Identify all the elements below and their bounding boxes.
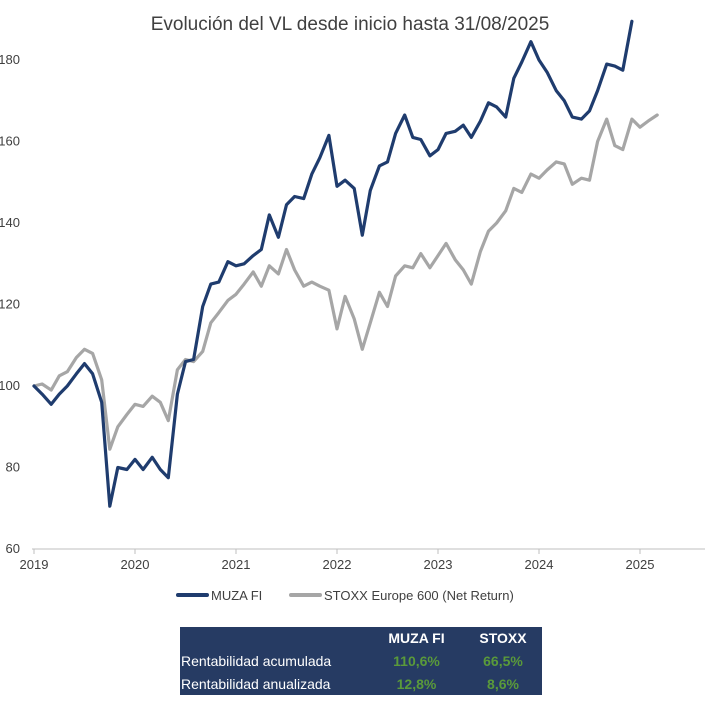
y-tick-label: 100 [0,378,20,393]
y-axis: 60 80 100 120 140 160 180 [0,52,20,556]
table-row: Rentabilidad acumulada 110,6% 66,5% [180,650,542,673]
series-line-stoxx [32,113,659,451]
x-tick-label: 2025 [626,557,655,572]
table-header-muza: MUZA FI [388,630,445,647]
y-tick-label: 140 [0,215,20,230]
y-tick-label: 180 [0,52,20,67]
row-label: Rentabilidad acumulada [181,652,332,669]
chart-title: Evolución del VL desde inicio hasta 31/0… [151,14,550,35]
x-tick-label: 2021 [222,557,251,572]
x-tick-label: 2020 [121,557,150,572]
table-header-stoxx: STOXX [479,630,527,647]
muza-value: 12,8% [396,675,437,692]
line-chart: Evolución del VL desde inicio hasta 31/0… [0,14,705,603]
y-tick-label: 120 [0,297,20,312]
table-header-empty [180,627,369,650]
y-tick-label: 60 [6,541,20,556]
stoxx-value: 8,6% [487,675,519,692]
legend-label-muza: MUZA FI [211,588,262,603]
returns-table: MUZA FI STOXX Rentabilidad acumulada 110… [180,627,542,695]
y-tick-label: 80 [6,460,20,475]
x-axis: 2019 2020 2021 2022 2023 2024 2025 [20,549,655,572]
table-header-row: MUZA FI STOXX [180,627,542,650]
y-tick-label: 160 [0,134,20,149]
muza-value: 110,6% [393,652,440,669]
x-tick-label: 2024 [525,557,554,572]
x-tick-label: 2022 [323,557,352,572]
row-label: Rentabilidad anualizada [181,675,331,692]
series-lines [32,19,659,508]
x-tick-label: 2023 [424,557,453,572]
legend: MUZA FI STOXX Europe 600 (Net Return) [176,588,514,603]
table-row: Rentabilidad anualizada 12,8% 8,6% [180,672,542,695]
legend-label-stoxx: STOXX Europe 600 (Net Return) [324,588,514,603]
x-tick-label: 2019 [20,557,49,572]
series-line-muza [32,19,634,508]
stoxx-value: 66,5% [483,652,523,669]
